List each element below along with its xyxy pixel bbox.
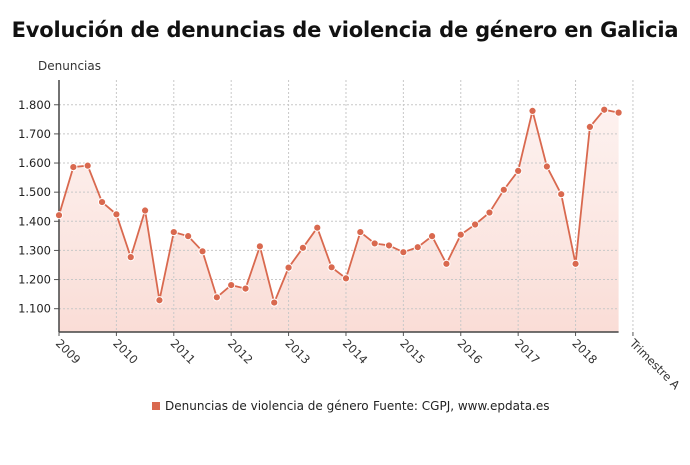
data-point <box>614 108 623 117</box>
x-tick-label: 2012 <box>225 336 256 367</box>
data-point <box>255 242 264 251</box>
x-tick-label: 2013 <box>282 336 313 367</box>
data-point <box>427 232 437 241</box>
y-tick-label: 1.300 <box>18 243 51 257</box>
data-point <box>341 274 351 283</box>
data-point <box>399 248 408 257</box>
data-point <box>155 296 164 305</box>
data-point <box>69 163 78 172</box>
data-point <box>499 185 508 194</box>
x-tick-label: 2015 <box>397 336 428 367</box>
data-point <box>97 197 107 207</box>
series-line <box>58 108 619 306</box>
data-point <box>327 263 336 272</box>
data-point <box>370 239 379 248</box>
data-point <box>198 247 207 256</box>
data-point <box>413 243 422 252</box>
area-fill <box>59 109 619 332</box>
x-tick-label: 2018 <box>569 336 600 367</box>
y-tick-label: 1.100 <box>18 302 51 316</box>
y-tick-label: 1.400 <box>18 214 51 228</box>
x-tick-label: 2011 <box>168 336 199 367</box>
data-point <box>585 122 595 132</box>
data-point <box>140 206 150 215</box>
chart-title: Evolución de denuncias de violencia de g… <box>11 18 679 42</box>
y-tick-label: 1.800 <box>18 98 51 112</box>
data-point <box>542 162 551 171</box>
y-axis-label: Denuncias <box>38 59 101 73</box>
legend-swatch <box>152 402 160 410</box>
data-point <box>270 298 279 307</box>
x-tick-label: 2017 <box>512 336 543 367</box>
data-point <box>169 227 178 237</box>
data-point <box>112 210 121 219</box>
data-point <box>298 243 308 252</box>
data-point <box>356 227 365 237</box>
data-point <box>514 166 523 175</box>
data-point <box>442 259 451 268</box>
y-tick-label: 1.200 <box>18 273 51 287</box>
data-point <box>528 106 537 115</box>
data-point <box>241 284 250 293</box>
data-point <box>126 253 135 262</box>
x-tick-label: 2016 <box>455 336 486 367</box>
legend-item: Denuncias de violencia de género <box>152 399 369 413</box>
data-point <box>557 190 566 199</box>
data-point <box>471 220 480 229</box>
data-point <box>212 293 221 302</box>
source-note: Fuente: CGPJ, www.epdata.es <box>373 399 550 413</box>
data-point <box>184 232 193 241</box>
data-point <box>456 230 465 239</box>
data-point <box>571 259 580 268</box>
data-point <box>600 105 609 114</box>
x-tick-label: 2009 <box>53 336 84 367</box>
data-point <box>485 208 494 217</box>
data-point <box>54 211 64 220</box>
y-tick-label: 1.500 <box>18 185 51 199</box>
x-tick-label: Trimestre A <box>626 336 683 393</box>
x-tick-label: 2010 <box>110 336 141 367</box>
data-point <box>313 223 322 232</box>
y-tick-label: 1.600 <box>18 156 51 170</box>
data-point <box>384 241 394 250</box>
data-point <box>284 263 293 272</box>
legend-label: Denuncias de violencia de género <box>165 399 369 413</box>
x-tick-label: 2014 <box>340 336 371 367</box>
data-point <box>83 161 92 170</box>
y-tick-label: 1.700 <box>18 127 51 141</box>
data-point <box>227 280 236 290</box>
